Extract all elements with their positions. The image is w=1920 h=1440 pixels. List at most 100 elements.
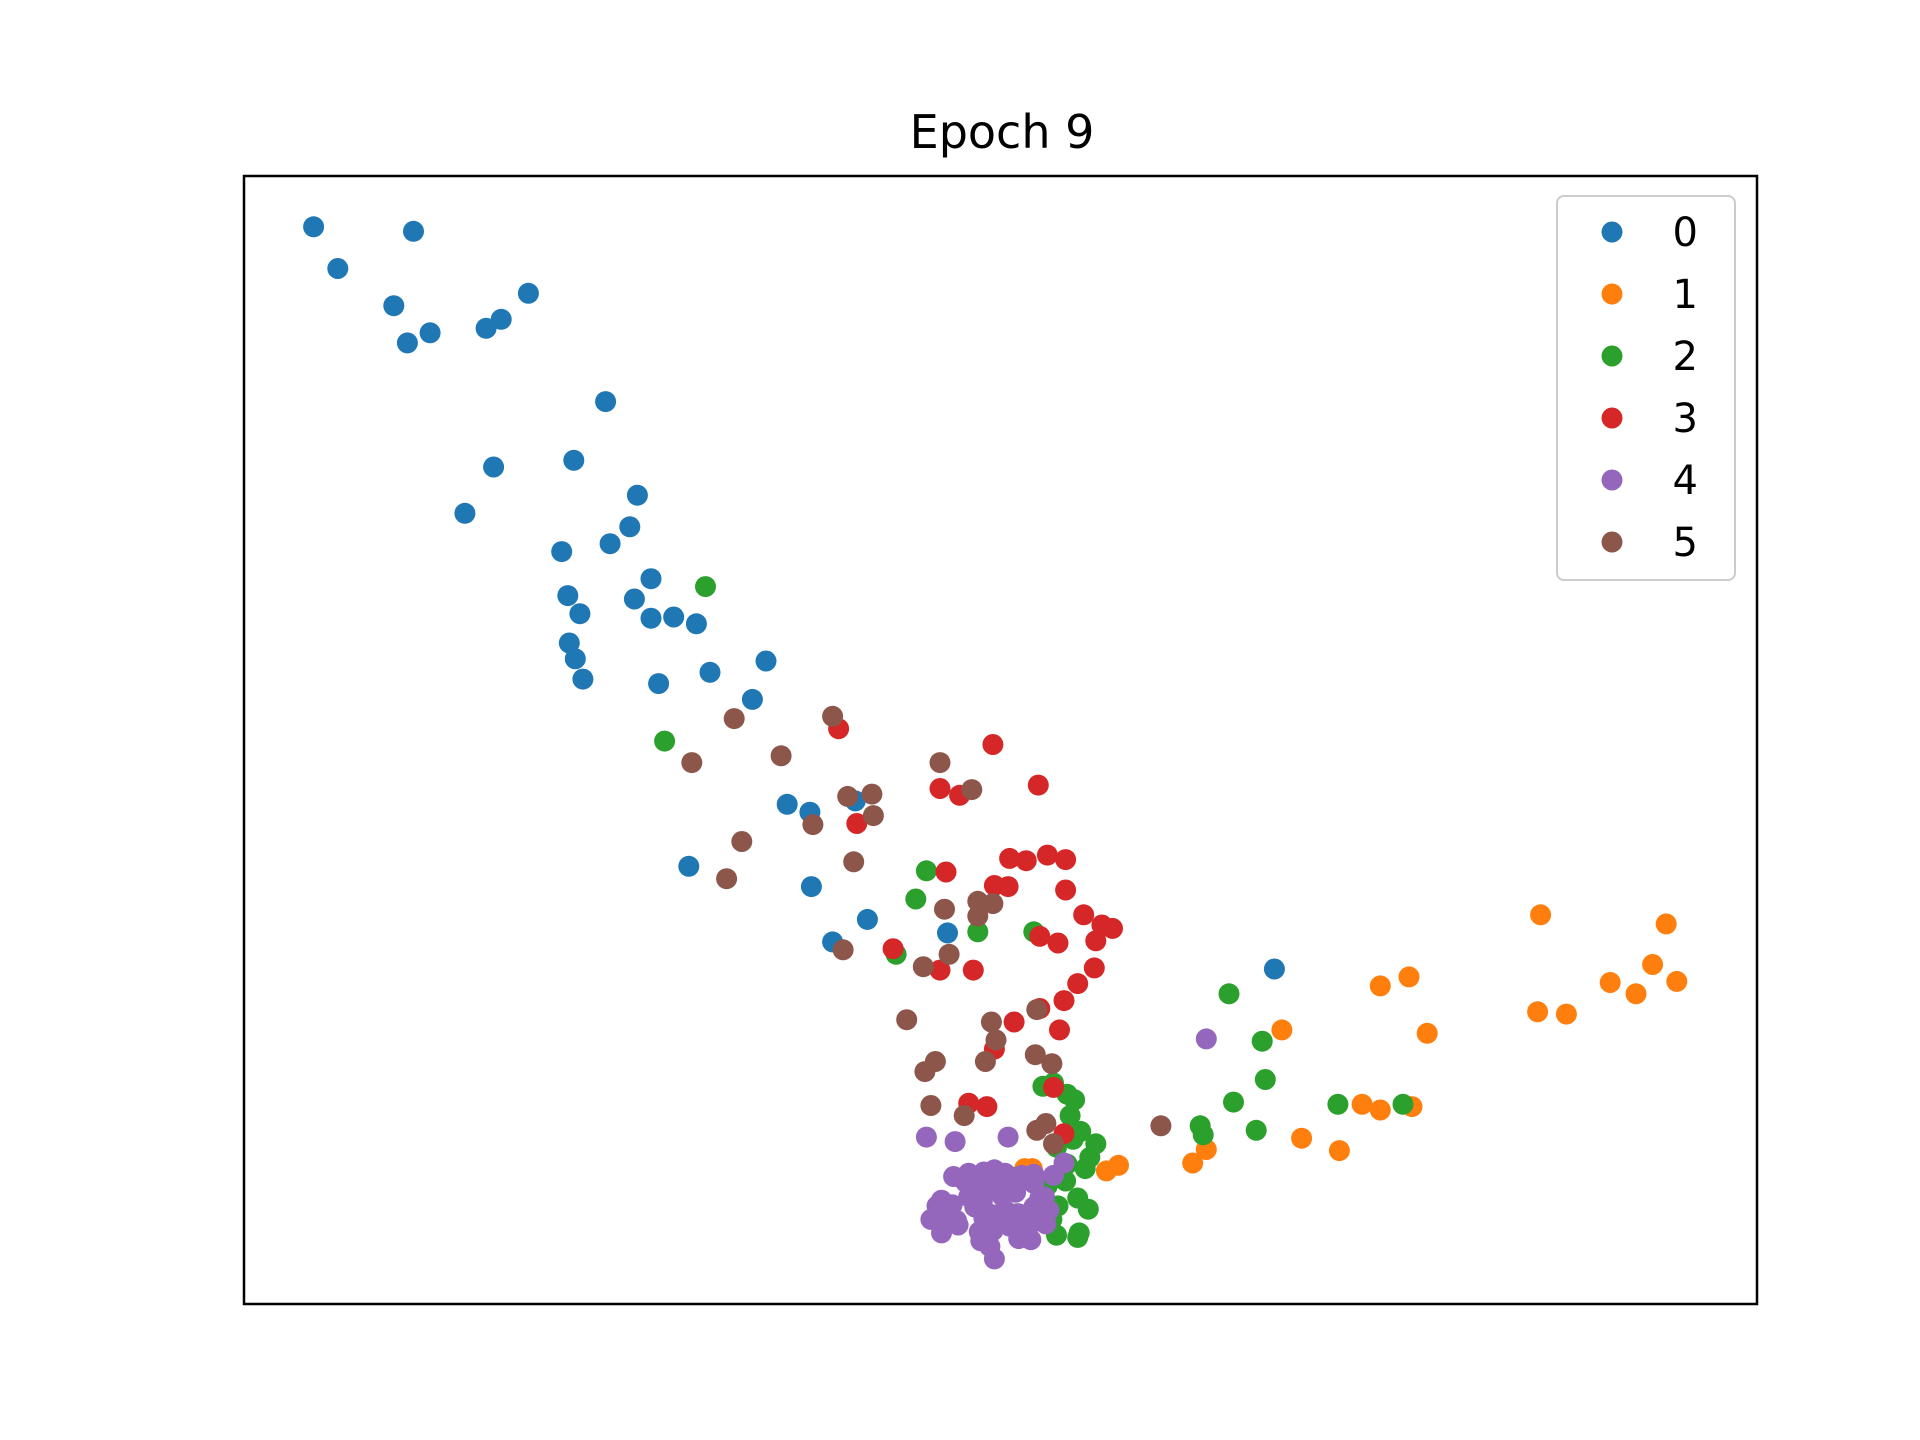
point-series-4-2	[944, 1131, 966, 1153]
point-series-0-25	[663, 606, 685, 628]
point-series-2-4	[967, 921, 989, 943]
point-series-0-12	[595, 391, 617, 413]
point-series-0-5	[419, 322, 441, 344]
point-series-3-2	[929, 778, 951, 799]
point-series-5-29	[920, 1095, 942, 1116]
point-series-3-5	[846, 813, 868, 834]
point-series-1-12	[1369, 1099, 1391, 1121]
point-series-2-27	[1074, 1158, 1096, 1180]
point-series-3-22	[962, 959, 984, 981]
point-series-5-4	[681, 752, 703, 774]
legend-label-0: 0	[1673, 210, 1698, 256]
point-series-5-24	[1024, 1044, 1046, 1066]
point-series-5-8	[862, 805, 884, 827]
point-series-4-0	[1195, 1028, 1217, 1050]
point-series-5-34	[1026, 1119, 1048, 1141]
point-series-5-10	[731, 831, 753, 852]
point-series-3-4	[1027, 774, 1049, 796]
point-series-5-15	[934, 898, 955, 920]
chart-title: Epoch 9	[910, 105, 1095, 159]
point-series-5-33	[1150, 1115, 1172, 1137]
point-series-0-29	[755, 650, 777, 672]
point-series-0-27	[648, 673, 670, 695]
point-series-1-9	[1271, 1019, 1293, 1041]
point-series-5-2	[929, 752, 951, 774]
point-series-3-30	[1043, 1076, 1064, 1098]
point-series-5-21	[980, 1011, 1002, 1033]
point-series-4-48	[961, 1178, 983, 1200]
point-series-5-6	[837, 785, 859, 807]
point-series-2-1	[654, 730, 676, 752]
point-series-0-2	[403, 220, 424, 242]
point-series-5-19	[912, 956, 934, 978]
legend-label-4: 4	[1673, 458, 1698, 504]
point-series-4-46	[1003, 1206, 1025, 1228]
point-series-0-1	[327, 258, 349, 279]
point-series-0-20	[564, 648, 586, 670]
point-series-3-16	[1102, 917, 1123, 939]
point-series-5-9	[802, 814, 824, 836]
point-series-3-1	[982, 734, 1004, 755]
point-series-1-11	[1555, 1003, 1577, 1025]
point-series-5-22	[985, 1029, 1007, 1051]
point-series-0-13	[563, 449, 585, 471]
point-series-0-3	[383, 295, 405, 317]
point-series-1-20	[1095, 1160, 1117, 1182]
point-series-2-15	[1392, 1093, 1414, 1115]
point-series-5-14	[982, 893, 1004, 915]
point-series-0-19	[558, 632, 580, 654]
point-series-3-32	[976, 1096, 998, 1118]
point-series-0-28	[699, 661, 721, 683]
point-series-0-9	[551, 541, 573, 563]
point-series-2-3	[905, 888, 927, 910]
point-series-0-14	[626, 484, 648, 506]
point-series-3-8	[1015, 850, 1037, 872]
point-series-5-25	[974, 1051, 996, 1072]
point-series-0-17	[557, 585, 579, 607]
point-series-2-19	[1064, 1089, 1086, 1111]
point-series-2-8	[1251, 1030, 1273, 1052]
legend-marker-3	[1601, 407, 1623, 429]
point-series-4-3	[997, 1126, 1019, 1148]
point-series-0-18	[569, 603, 591, 625]
point-series-0-11	[483, 456, 505, 478]
point-series-2-10	[1223, 1091, 1244, 1113]
point-series-4-35	[1035, 1213, 1057, 1235]
point-series-3-10	[1055, 849, 1077, 871]
legend-label-3: 3	[1673, 396, 1698, 442]
point-series-1-2	[1642, 954, 1664, 975]
point-series-5-32	[1043, 1133, 1064, 1155]
point-series-3-25	[1053, 990, 1075, 1012]
point-series-1-1	[1655, 913, 1677, 935]
point-series-0-30	[741, 688, 763, 710]
point-series-2-32	[1077, 1198, 1099, 1220]
point-series-5-5	[861, 783, 883, 805]
point-series-1-15	[1328, 1140, 1350, 1162]
point-series-0-39	[1263, 958, 1285, 980]
point-series-0-36	[856, 908, 878, 930]
point-series-2-25	[1085, 1133, 1107, 1155]
point-series-4-54	[980, 1211, 1002, 1233]
point-series-3-7	[999, 847, 1021, 869]
point-series-0-10	[454, 502, 476, 524]
point-series-3-12	[997, 876, 1019, 898]
point-series-0-8	[517, 282, 539, 304]
point-series-4-36	[931, 1222, 952, 1244]
point-series-1-4	[1625, 983, 1647, 1005]
point-series-4-53	[1033, 1186, 1055, 1208]
point-series-5-20	[1026, 999, 1048, 1021]
point-series-5-11	[843, 851, 865, 873]
point-series-3-21	[929, 959, 951, 981]
point-series-5-18	[938, 943, 960, 965]
point-series-5-28	[1041, 1053, 1063, 1075]
point-series-4-44	[947, 1214, 969, 1236]
point-series-2-7	[1218, 983, 1240, 1005]
point-series-2-2	[915, 860, 937, 882]
plot-frame	[242, 174, 1759, 1306]
point-series-3-23	[1083, 957, 1105, 979]
point-series-0-31	[776, 793, 798, 815]
point-series-1-18	[1182, 1152, 1204, 1174]
point-series-1-3	[1599, 972, 1621, 993]
point-series-3-27	[1003, 1011, 1025, 1033]
